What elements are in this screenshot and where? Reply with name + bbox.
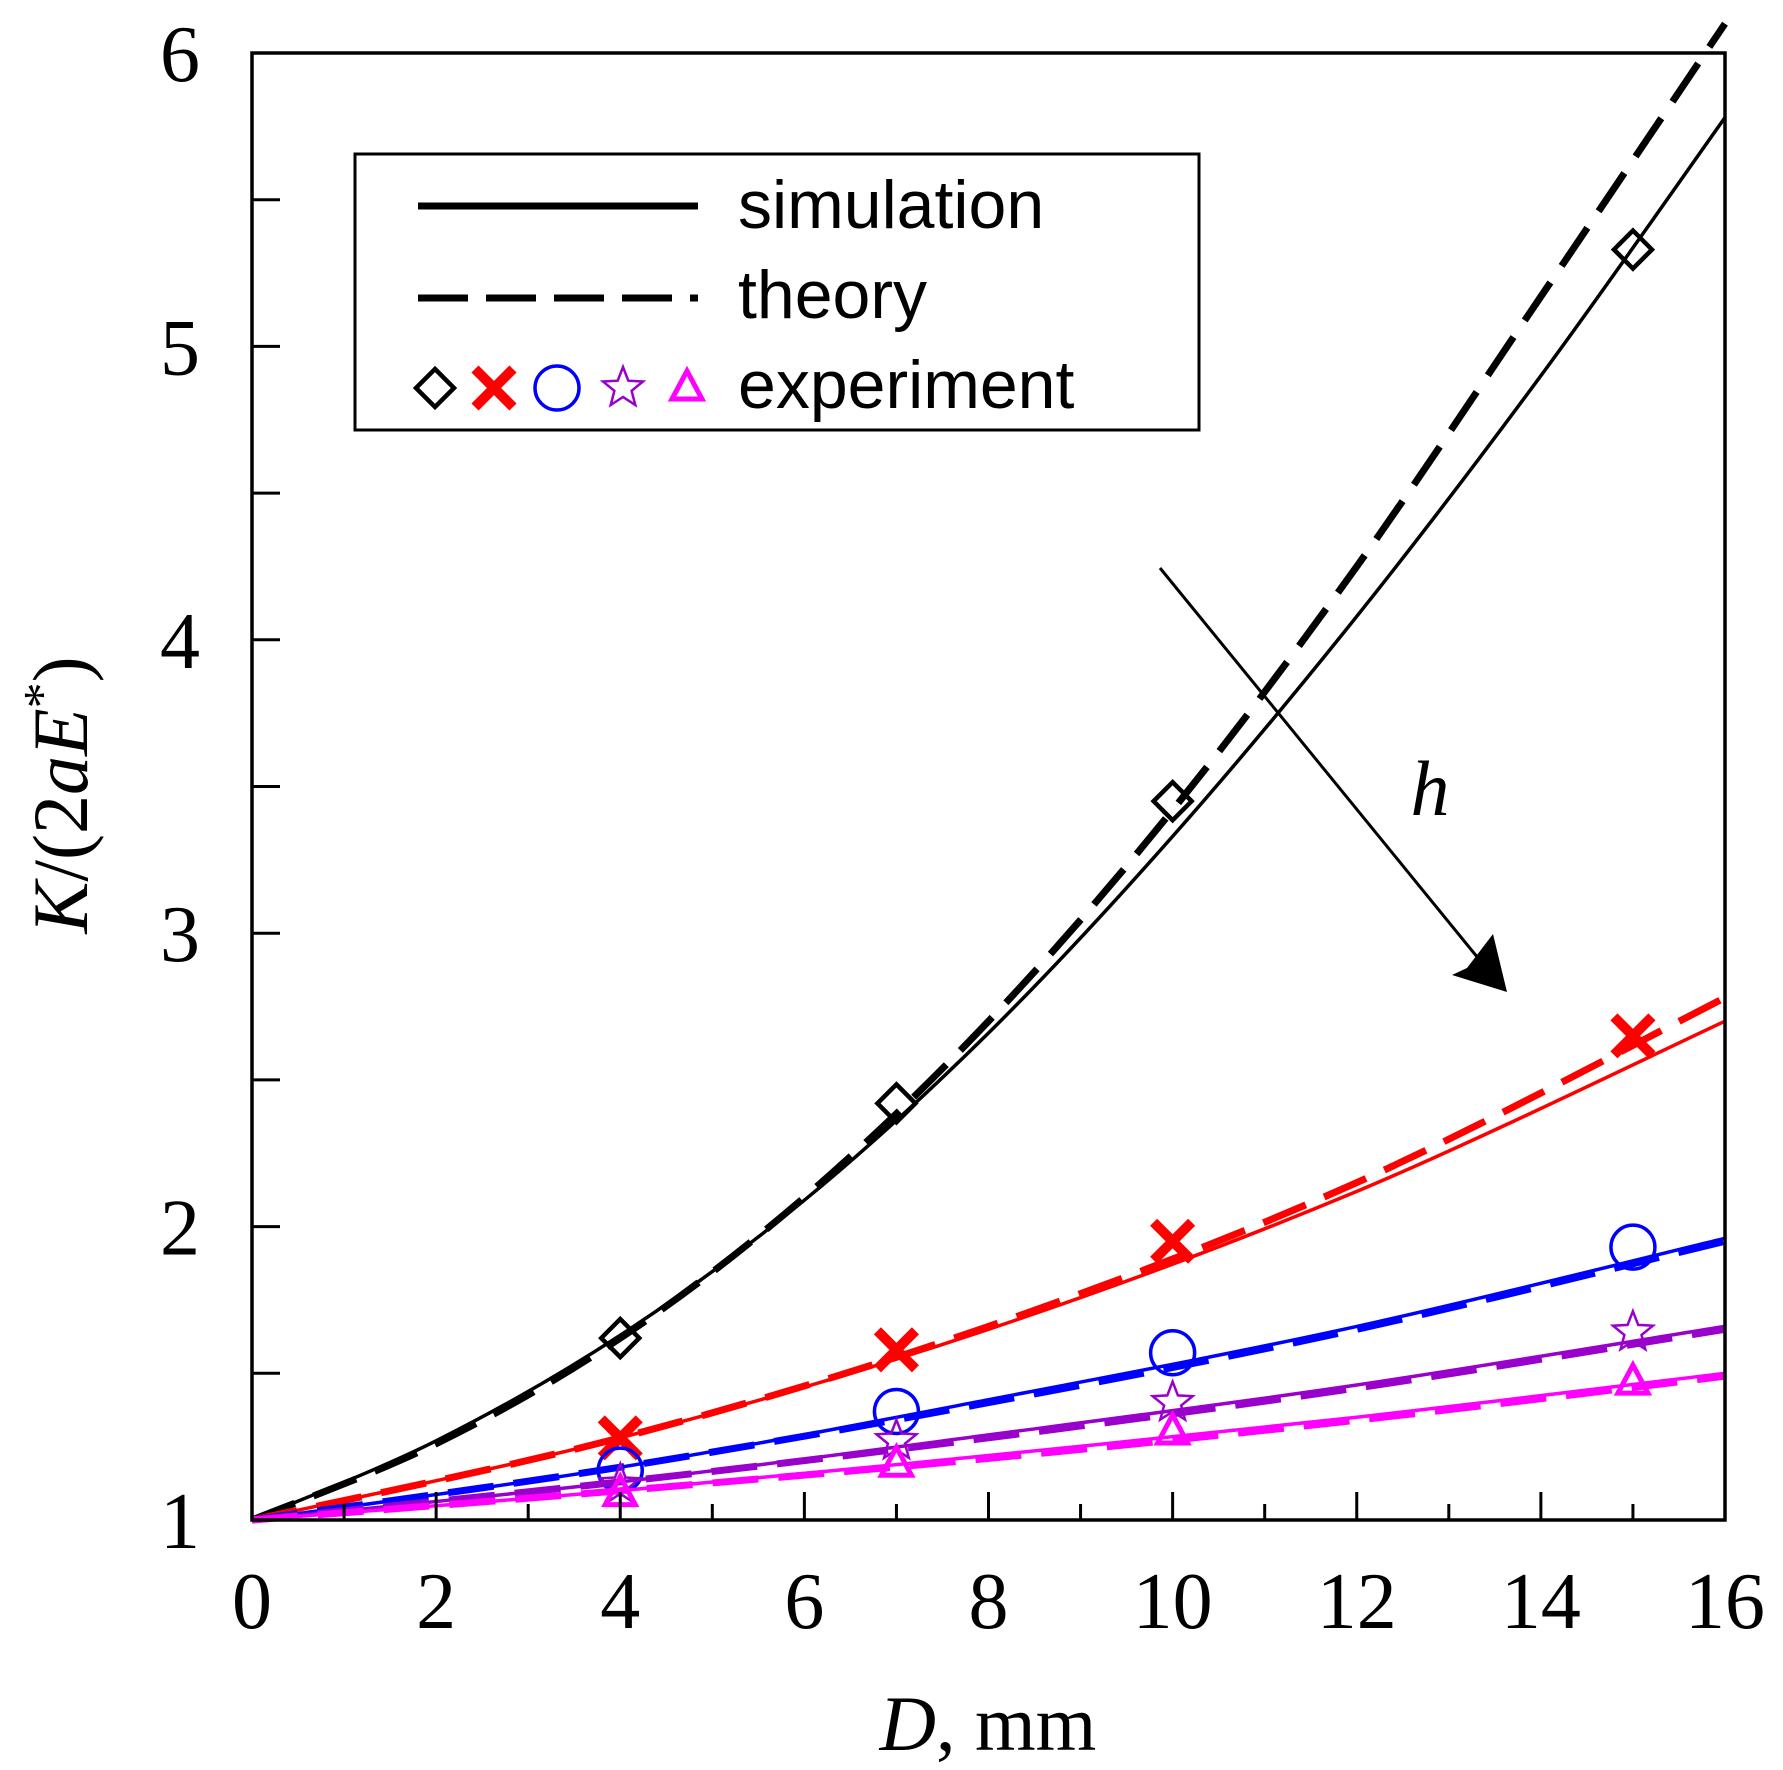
experiment-point-5-2-shape	[877, 1441, 916, 1478]
experiment-point-2-2-shape	[873, 1327, 919, 1373]
experiment-point-5-3-shape	[1153, 1409, 1192, 1446]
plot-series	[250, 21, 1728, 1524]
legend-label-simulation: simulation	[738, 167, 1044, 243]
legend-markers	[412, 363, 707, 412]
legend-marker-2-shape	[471, 365, 517, 411]
x-tick-label: 10	[1133, 1558, 1213, 1646]
experiment-point-4-4-shape	[1609, 1307, 1657, 1353]
legend-marker-4	[599, 363, 647, 408]
experiment-point-3-4	[1609, 1223, 1657, 1271]
experiment-point-2-3	[1150, 1218, 1196, 1264]
experiment-point-5-2	[877, 1441, 916, 1478]
h-annotation: h	[1158, 567, 1507, 992]
experiment-point-2-4-shape	[1610, 1013, 1656, 1059]
experiment-point-3-3-shape	[1148, 1329, 1197, 1377]
experiment-point-1-4-shape	[1610, 227, 1656, 272]
x-tick-label: 4	[600, 1558, 640, 1646]
legend-marker-5-shape	[667, 365, 707, 402]
experiment-point-1-3	[1150, 778, 1195, 824]
experiment-point-1-2	[874, 1081, 919, 1126]
y-tick-label: 3	[160, 891, 200, 979]
h-label: h	[1411, 745, 1450, 832]
experiment-point-1-1	[598, 1315, 643, 1361]
x-tick-label: 8	[969, 1558, 1009, 1646]
h-arrow-line	[1158, 567, 1502, 986]
simulation-line-3	[251, 1236, 1726, 1522]
x-tick-label: 6	[784, 1558, 824, 1646]
x-tick-label: 0	[232, 1558, 272, 1646]
legend-marker-2	[471, 365, 517, 411]
x-tick-label: 2	[416, 1558, 456, 1646]
legend-label-experiment: experiment	[738, 347, 1074, 423]
experiment-point-1-3-shape	[1150, 778, 1195, 824]
legend-marker-5	[667, 365, 707, 402]
experiment-point-1-2-shape	[874, 1081, 919, 1126]
y-tick-label: 5	[160, 304, 200, 392]
experiment-point-2-2	[873, 1327, 919, 1373]
experiment-point-1-4	[1610, 227, 1656, 272]
y-tick-label: 2	[160, 1185, 200, 1273]
experiment-point-3-2	[872, 1387, 921, 1436]
experiment-point-4-4	[1609, 1307, 1657, 1353]
y-tick-label: 1	[160, 1478, 200, 1566]
legend-marker-3	[533, 364, 581, 412]
series-1	[250, 21, 1728, 1524]
x-axis-label: D, mm	[879, 1680, 1097, 1767]
legend-marker-4-shape	[599, 363, 647, 408]
theory-line-1	[250, 21, 1728, 1524]
theory-line-3	[251, 1237, 1726, 1524]
legend-marker-1-shape	[412, 365, 458, 411]
experiment-point-3-4-shape	[1609, 1223, 1657, 1271]
x-tick-label: 16	[1685, 1558, 1765, 1646]
experiment-point-5-4-shape	[1613, 1359, 1653, 1396]
axis-ticks	[250, 51, 1727, 1522]
simulation-line-2	[251, 1019, 1726, 1522]
experiment-point-2-4	[1610, 1013, 1656, 1059]
theory-line-5	[251, 1372, 1726, 1524]
y-tick-label: 4	[160, 598, 200, 686]
experiment-point-5-3	[1153, 1409, 1192, 1446]
experiment-point-3-3	[1148, 1329, 1197, 1377]
h-arrowhead	[1452, 934, 1507, 992]
legend-marker-1	[412, 365, 458, 411]
experiment-point-1-1-shape	[598, 1315, 643, 1361]
y-tick-label: 6	[160, 11, 200, 99]
experiment-point-2-3-shape	[1150, 1218, 1196, 1264]
x-tick-label: 14	[1501, 1558, 1581, 1646]
series-2	[251, 994, 1727, 1524]
legend-marker-3-shape	[533, 364, 581, 412]
theory-line-2	[251, 994, 1727, 1524]
experiment-point-3-2-shape	[872, 1387, 921, 1436]
x-tick-label: 12	[1317, 1558, 1397, 1646]
theory-line-4	[251, 1325, 1726, 1524]
legend-label-theory: theory	[738, 257, 927, 333]
legend: simulation theory experiment	[353, 152, 1201, 432]
experiment-point-5-4	[1613, 1359, 1653, 1396]
y-axis-label: K/(2aE*)	[14, 656, 105, 934]
